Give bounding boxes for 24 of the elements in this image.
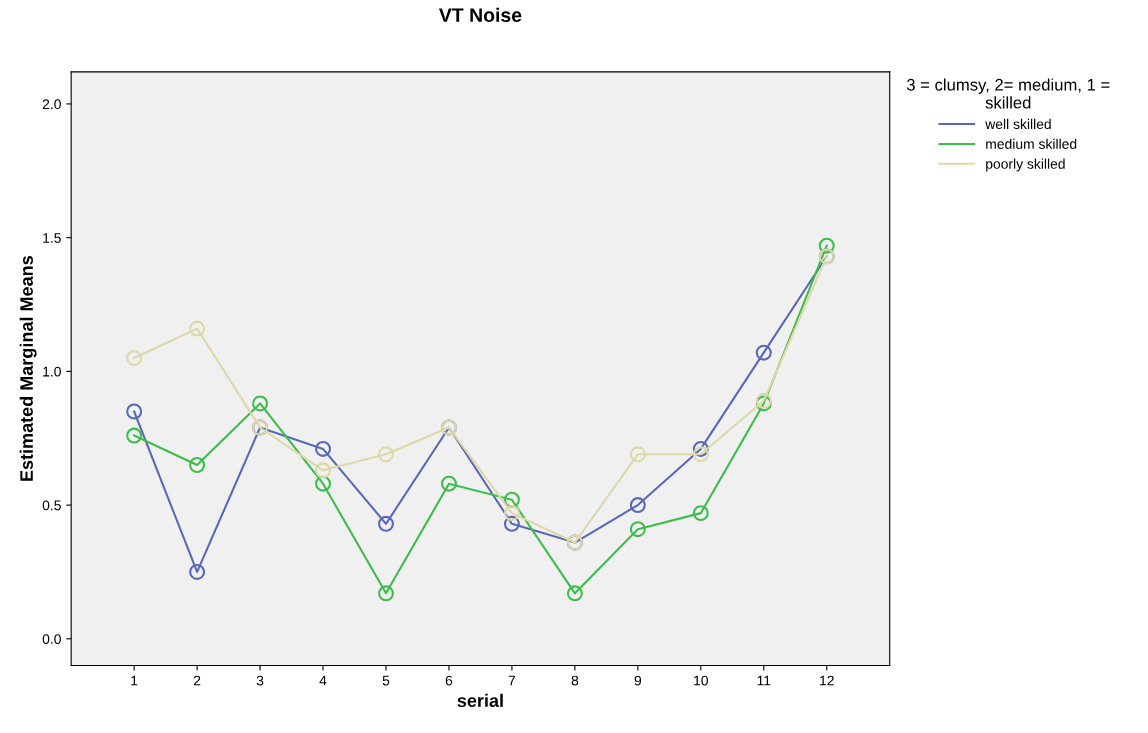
y-tick-label: 1.5	[43, 233, 61, 243]
x-tick-label: 10	[694, 675, 708, 686]
y-tick-label: 1.0	[43, 366, 61, 377]
y-tick-label: 2.0	[42, 99, 61, 110]
y-axis-title: Estimated Marginal Means	[19, 256, 37, 481]
x-tick-label: 8	[571, 675, 579, 686]
chart-title: VT Noise	[438, 7, 522, 23]
x-axis-title: serial	[457, 693, 503, 708]
x-tick-label: 1	[131, 675, 138, 686]
x-tick-label: 6	[445, 675, 453, 686]
x-tick-label: 9	[634, 675, 642, 686]
x-tick-label: 2	[193, 675, 201, 686]
legend-title: 3 = clumsy, 2= medium, 1 = skilled	[906, 78, 1110, 109]
legend-label: medium skilled	[986, 138, 1077, 149]
x-tick-label: 3	[256, 675, 264, 686]
x-tick-label: 11	[757, 675, 771, 686]
y-tick-label: 0.5	[42, 500, 61, 511]
legend-label: poorly skilled	[986, 158, 1065, 172]
legend-label: well skilled	[985, 118, 1051, 130]
x-tick-label: 4	[319, 675, 327, 686]
x-tick-label: 7	[508, 675, 516, 686]
y-tick-label: 0.0	[42, 634, 61, 644]
x-tick-label: 12	[820, 675, 834, 686]
x-tick-label: 5	[382, 675, 390, 686]
